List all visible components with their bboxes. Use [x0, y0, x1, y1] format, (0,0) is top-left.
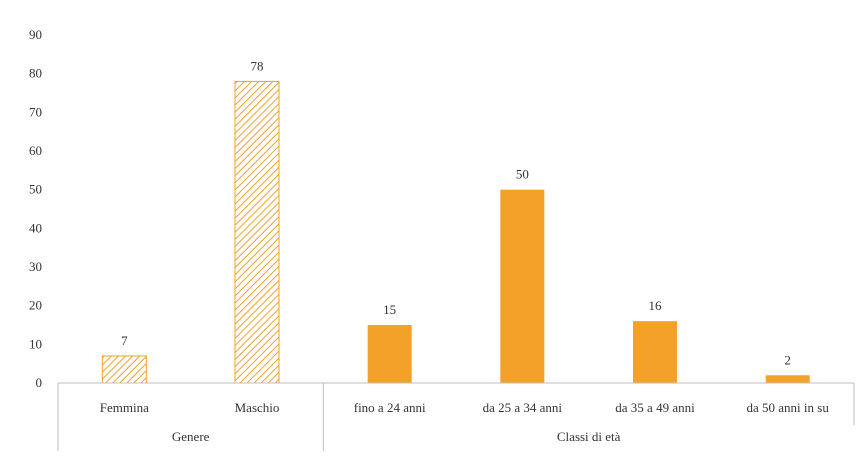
category-label: da 35 a 49 anni — [615, 400, 695, 415]
data-label: 15 — [383, 302, 396, 317]
data-label: 7 — [121, 333, 128, 348]
y-tick-label: 80 — [29, 66, 42, 81]
category-label: Femmina — [100, 400, 149, 415]
group-label: Classi di età — [557, 429, 621, 444]
category-label: Maschio — [235, 400, 280, 415]
y-tick-label: 20 — [29, 298, 42, 313]
y-axis: 0 10 20 30 40 50 60 70 80 90 — [29, 27, 42, 390]
y-tick-label: 90 — [29, 27, 42, 42]
bar — [500, 189, 545, 383]
category-label: fino a 24 anni — [354, 400, 426, 415]
bar — [234, 80, 280, 384]
data-label: 50 — [516, 167, 529, 182]
y-tick-label: 30 — [29, 259, 42, 274]
y-tick-label: 70 — [29, 104, 42, 119]
y-tick-label: 0 — [36, 375, 43, 390]
bars: 7 78 15 50 16 2 — [101, 58, 810, 384]
y-tick-label: 60 — [29, 143, 42, 158]
category-label: da 50 anni in su — [747, 400, 830, 415]
category-label: da 25 a 34 anni — [483, 400, 563, 415]
y-tick-label: 50 — [29, 182, 42, 197]
y-tick-label: 10 — [29, 336, 42, 351]
data-label: 2 — [784, 352, 791, 367]
bar — [765, 375, 810, 383]
y-tick-label: 40 — [29, 220, 42, 235]
group-label: Genere — [172, 429, 210, 444]
x-axis: Femmina Maschio fino a 24 anni da 25 a 34 a… — [57, 382, 855, 451]
bar — [101, 355, 147, 384]
bar — [633, 321, 677, 383]
bar — [367, 325, 412, 383]
data-label: 16 — [649, 298, 663, 313]
data-label: 78 — [251, 58, 264, 73]
